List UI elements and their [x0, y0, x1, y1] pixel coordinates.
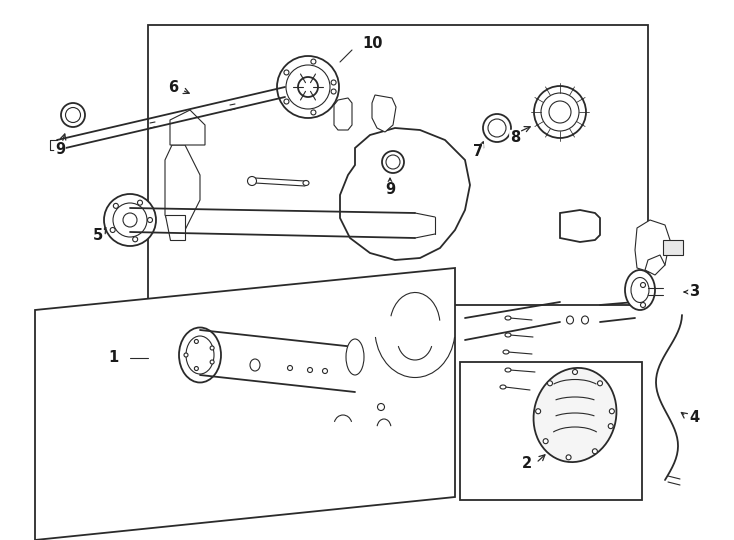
Ellipse shape [536, 409, 541, 414]
Text: 6: 6 [168, 80, 178, 96]
Ellipse shape [581, 316, 589, 324]
Polygon shape [165, 215, 185, 240]
Ellipse shape [250, 359, 260, 371]
Ellipse shape [534, 86, 586, 138]
Ellipse shape [322, 368, 327, 374]
Polygon shape [372, 95, 396, 132]
Ellipse shape [311, 59, 316, 64]
Ellipse shape [346, 339, 364, 375]
Ellipse shape [298, 77, 318, 97]
Ellipse shape [377, 403, 385, 410]
Ellipse shape [331, 89, 336, 94]
Polygon shape [334, 98, 352, 130]
Ellipse shape [104, 194, 156, 246]
Ellipse shape [133, 237, 138, 242]
Ellipse shape [186, 336, 214, 374]
Ellipse shape [548, 381, 553, 386]
Ellipse shape [113, 204, 118, 208]
Polygon shape [560, 210, 600, 242]
Ellipse shape [631, 278, 649, 302]
Ellipse shape [195, 340, 198, 343]
Text: 9: 9 [385, 183, 395, 198]
Ellipse shape [123, 213, 137, 227]
Text: 2: 2 [522, 456, 532, 470]
Ellipse shape [288, 366, 293, 370]
Ellipse shape [113, 203, 147, 237]
Ellipse shape [534, 368, 617, 462]
Ellipse shape [625, 270, 655, 310]
Ellipse shape [311, 110, 316, 115]
Ellipse shape [303, 180, 309, 186]
Ellipse shape [505, 316, 511, 320]
Ellipse shape [61, 103, 85, 127]
Polygon shape [170, 110, 205, 145]
Ellipse shape [609, 409, 614, 414]
Ellipse shape [505, 333, 511, 337]
Ellipse shape [483, 114, 511, 142]
Ellipse shape [382, 151, 404, 173]
Polygon shape [460, 362, 642, 500]
Polygon shape [663, 240, 683, 255]
Ellipse shape [641, 282, 645, 287]
Text: 7: 7 [473, 145, 483, 159]
Text: 3: 3 [689, 285, 699, 300]
Ellipse shape [488, 119, 506, 137]
Ellipse shape [110, 227, 115, 233]
Ellipse shape [184, 353, 188, 357]
Ellipse shape [247, 177, 256, 186]
Ellipse shape [592, 449, 597, 454]
Ellipse shape [284, 70, 289, 75]
Ellipse shape [137, 200, 142, 205]
Polygon shape [148, 25, 648, 305]
Ellipse shape [65, 107, 81, 123]
Ellipse shape [505, 368, 511, 372]
Polygon shape [635, 220, 670, 272]
Ellipse shape [148, 218, 153, 222]
Text: 10: 10 [363, 37, 383, 51]
Ellipse shape [179, 327, 221, 382]
Ellipse shape [503, 350, 509, 354]
Polygon shape [645, 255, 665, 275]
Ellipse shape [566, 455, 571, 460]
Ellipse shape [284, 99, 289, 104]
Ellipse shape [195, 367, 198, 370]
Polygon shape [340, 128, 470, 260]
Ellipse shape [210, 360, 214, 364]
Ellipse shape [608, 423, 613, 429]
Ellipse shape [277, 56, 339, 118]
Ellipse shape [641, 302, 645, 307]
Ellipse shape [286, 65, 330, 109]
Text: 8: 8 [510, 131, 520, 145]
Ellipse shape [597, 381, 603, 386]
Text: 5: 5 [93, 227, 103, 242]
Text: 4: 4 [689, 410, 699, 426]
Ellipse shape [386, 155, 400, 169]
Ellipse shape [549, 101, 571, 123]
Ellipse shape [308, 368, 313, 373]
Ellipse shape [541, 93, 579, 131]
Ellipse shape [543, 438, 548, 444]
Ellipse shape [567, 316, 573, 324]
Polygon shape [35, 268, 455, 540]
Text: 1: 1 [108, 350, 118, 366]
Ellipse shape [210, 346, 214, 350]
Text: 9: 9 [55, 143, 65, 158]
Polygon shape [165, 145, 200, 230]
Ellipse shape [573, 369, 578, 375]
Ellipse shape [500, 385, 506, 389]
Ellipse shape [331, 80, 336, 85]
